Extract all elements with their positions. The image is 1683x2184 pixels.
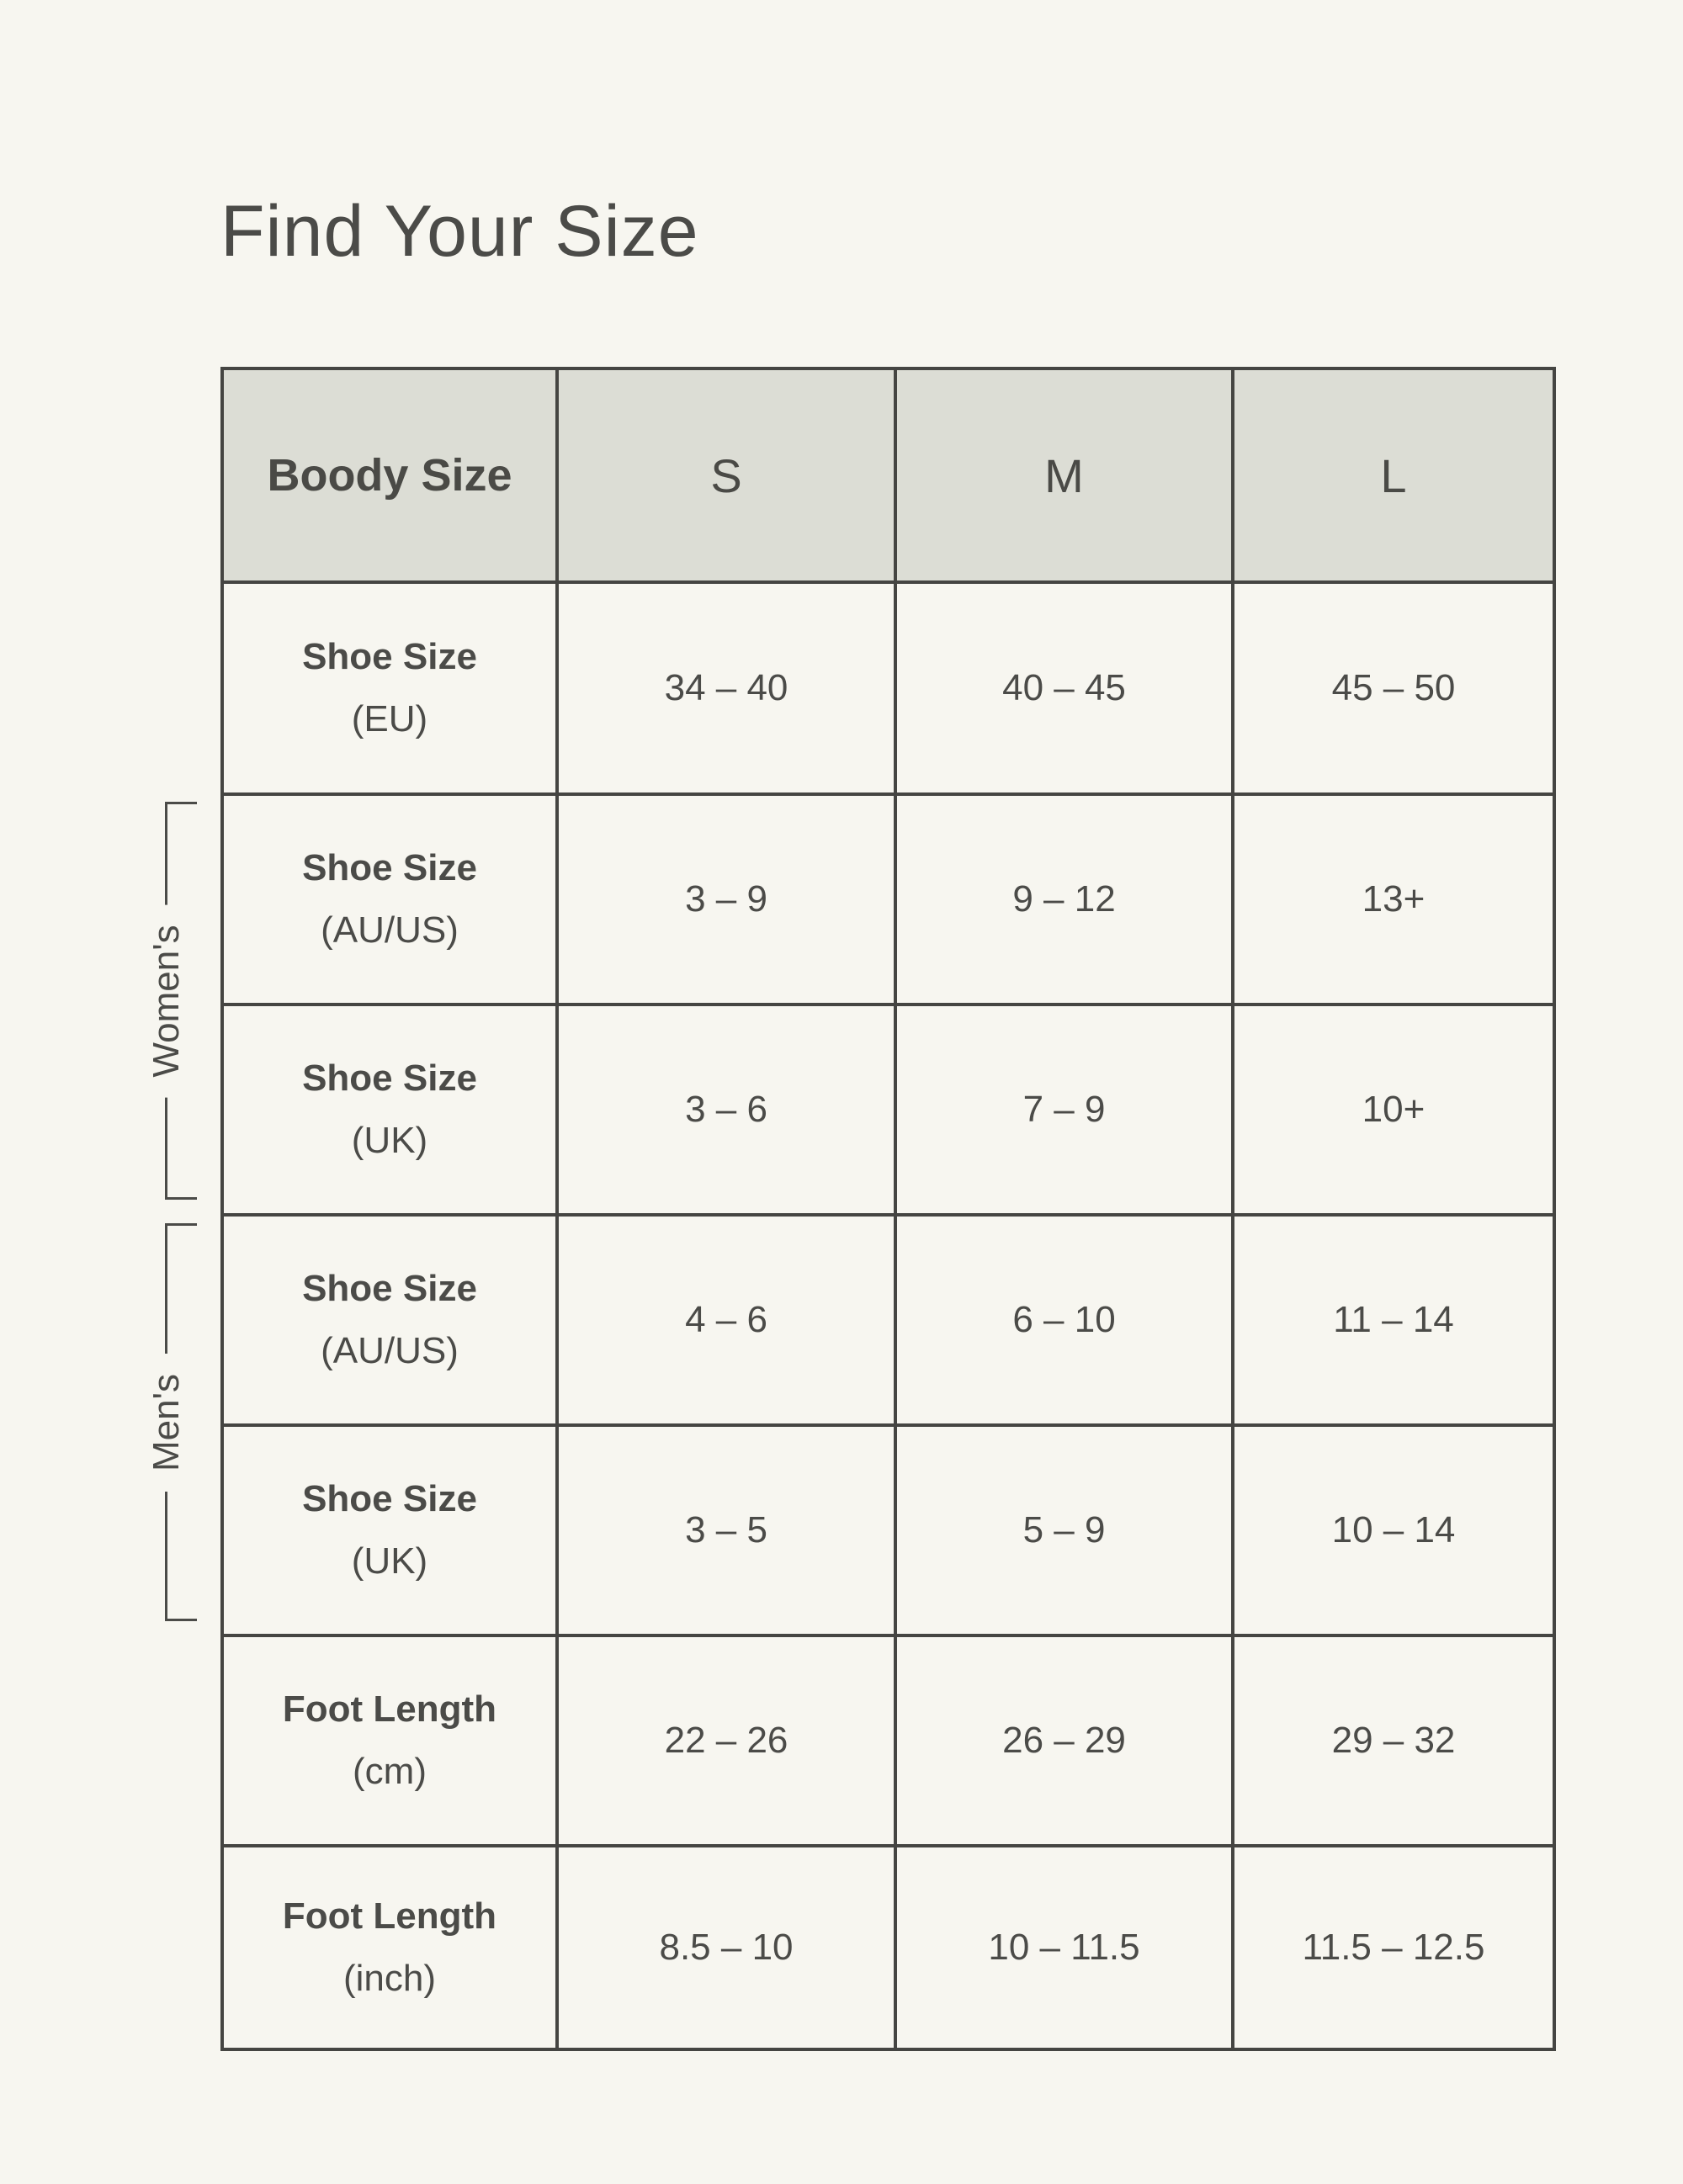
row-label: Shoe Size xyxy=(302,847,477,889)
value-cell: 22 – 26 xyxy=(555,1634,897,1847)
mens-group-label: Men's xyxy=(138,1353,194,1492)
row-label: Shoe Size xyxy=(302,1268,477,1310)
row-unit: (AU/US) xyxy=(321,1330,459,1371)
mens-group-bracket: Men's xyxy=(138,1223,197,1621)
value-cell: 10 – 14 xyxy=(1231,1423,1556,1637)
row-label: Shoe Size xyxy=(302,1478,477,1520)
size-chart-table: Boody Size S M L Shoe Size (EU) 34 – 40 … xyxy=(220,367,1556,2051)
table-row-foot-length-inch: Foot Length (inch) 8.5 – 10 10 – 11.5 11… xyxy=(220,1844,1556,2051)
row-label: Shoe Size xyxy=(302,636,477,678)
value-cell: 40 – 45 xyxy=(894,580,1234,796)
header-size-l: L xyxy=(1231,367,1556,584)
row-unit: (EU) xyxy=(351,698,428,739)
row-label: Foot Length xyxy=(282,1688,497,1731)
value-cell: 4 – 6 xyxy=(555,1213,897,1427)
value-cell: 45 – 50 xyxy=(1231,580,1556,796)
value-cell: 10+ xyxy=(1231,1003,1556,1217)
page-title: Find Your Size xyxy=(220,190,699,272)
value-cell: 13+ xyxy=(1231,792,1556,1006)
header-boody-size: Boody Size xyxy=(220,367,559,584)
row-label-cell: Foot Length (cm) xyxy=(220,1634,559,1847)
row-label-cell: Foot Length (inch) xyxy=(220,1844,559,2051)
value-cell: 10 – 11.5 xyxy=(894,1844,1234,2051)
row-label-cell: Shoe Size (EU) xyxy=(220,580,559,796)
table-row-womens-shoe-size-auus: Shoe Size (AU/US) 3 – 9 9 – 12 13+ xyxy=(220,792,1556,1006)
table-row-womens-shoe-size-uk: Shoe Size (UK) 3 – 6 7 – 9 10+ xyxy=(220,1003,1556,1217)
row-unit: (AU/US) xyxy=(321,909,459,951)
row-label-cell: Shoe Size (UK) xyxy=(220,1003,559,1217)
table-row-mens-shoe-size-auus: Shoe Size (AU/US) 4 – 6 6 – 10 11 – 14 xyxy=(220,1213,1556,1427)
row-unit: (UK) xyxy=(351,1120,428,1161)
row-label-cell: Shoe Size (AU/US) xyxy=(220,1213,559,1427)
row-label-cell: Shoe Size (AU/US) xyxy=(220,792,559,1006)
header-row: Boody Size S M L xyxy=(220,367,1556,584)
header-size-s: S xyxy=(555,367,897,584)
table-row-foot-length-cm: Foot Length (cm) 22 – 26 26 – 29 29 – 32 xyxy=(220,1634,1556,1847)
row-label: Foot Length xyxy=(282,1895,497,1938)
value-cell: 11 – 14 xyxy=(1231,1213,1556,1427)
value-cell: 9 – 12 xyxy=(894,792,1234,1006)
value-cell: 8.5 – 10 xyxy=(555,1844,897,2051)
table-row-shoe-size-eu: Shoe Size (EU) 34 – 40 40 – 45 45 – 50 xyxy=(220,580,1556,796)
value-cell: 26 – 29 xyxy=(894,1634,1234,1847)
value-cell: 3 – 9 xyxy=(555,792,897,1006)
row-label-cell: Shoe Size (UK) xyxy=(220,1423,559,1637)
row-unit: (cm) xyxy=(353,1751,427,1792)
row-unit: (UK) xyxy=(351,1540,428,1582)
womens-group-bracket: Women's xyxy=(138,802,197,1200)
table-row-mens-shoe-size-uk: Shoe Size (UK) 3 – 5 5 – 9 10 – 14 xyxy=(220,1423,1556,1637)
header-size-m: M xyxy=(894,367,1234,584)
value-cell: 6 – 10 xyxy=(894,1213,1234,1427)
value-cell: 34 – 40 xyxy=(555,580,897,796)
value-cell: 3 – 6 xyxy=(555,1003,897,1217)
value-cell: 11.5 – 12.5 xyxy=(1231,1844,1556,2051)
value-cell: 5 – 9 xyxy=(894,1423,1234,1637)
value-cell: 29 – 32 xyxy=(1231,1634,1556,1847)
row-label: Shoe Size xyxy=(302,1058,477,1100)
row-unit: (inch) xyxy=(342,1958,437,1999)
value-cell: 3 – 5 xyxy=(555,1423,897,1637)
womens-group-label: Women's xyxy=(138,904,194,1098)
value-cell: 7 – 9 xyxy=(894,1003,1234,1217)
